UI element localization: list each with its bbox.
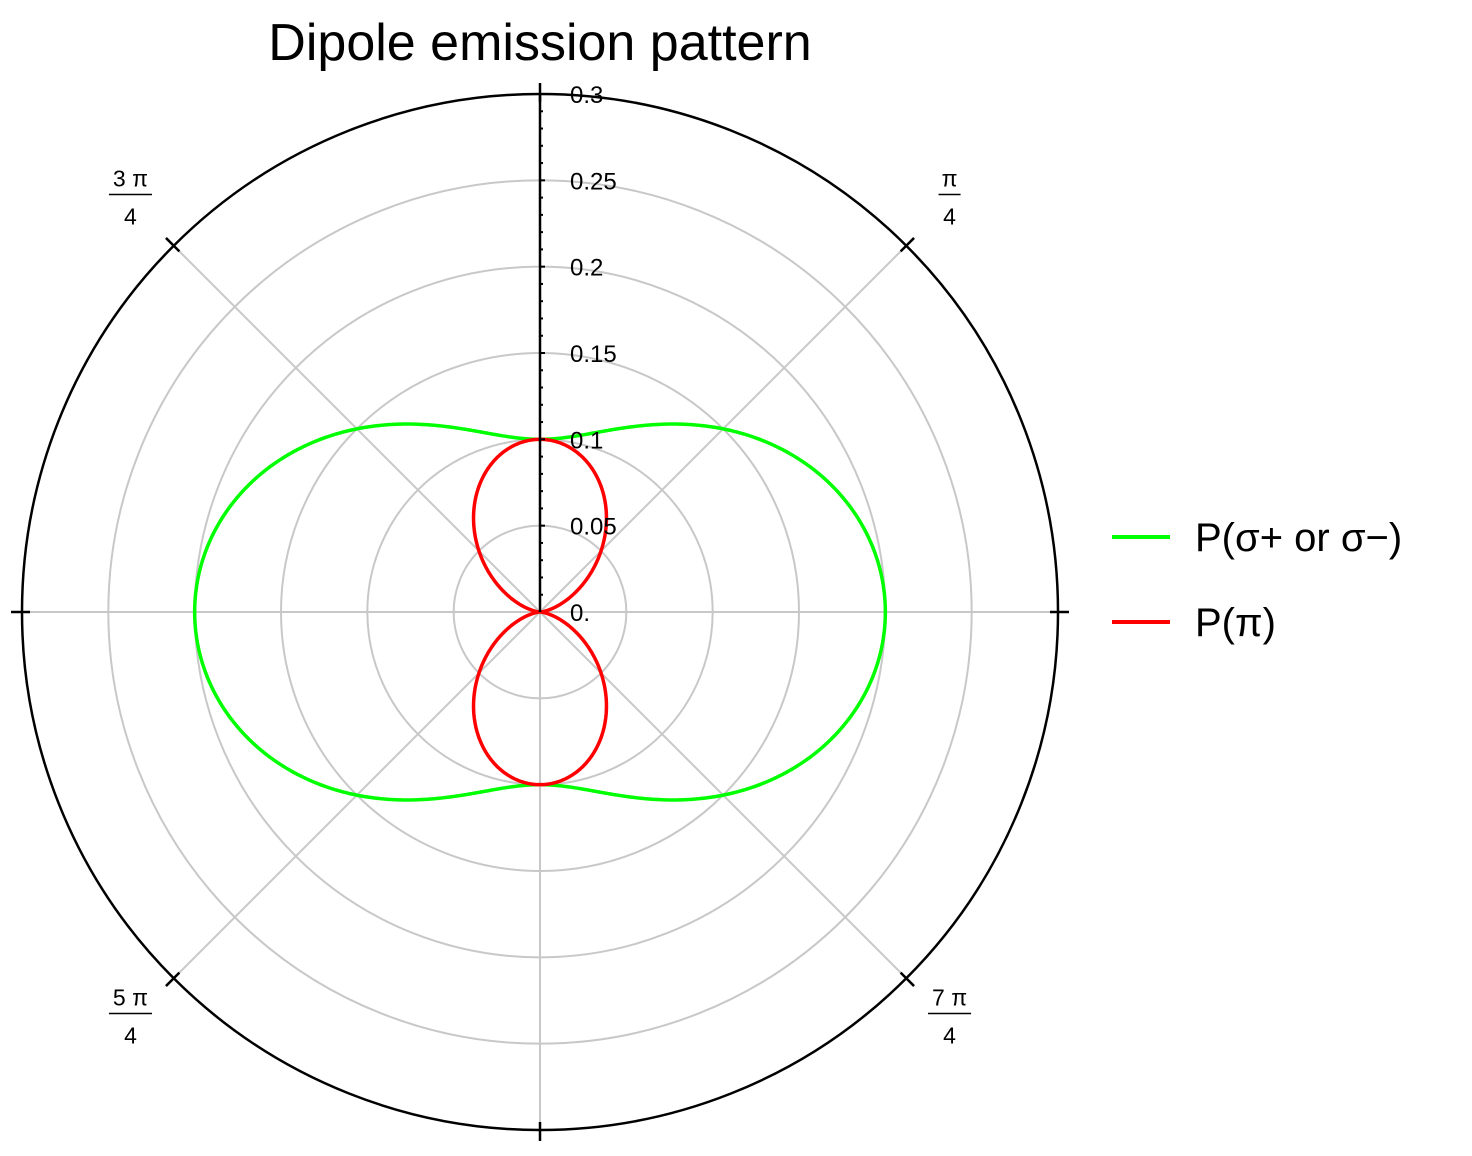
angle-label: π4 [938,165,961,229]
series-line-sigma [192,422,888,802]
angle-label: 7 π4 [928,985,972,1049]
radial-tick-label: 0.05 [570,514,617,541]
angle-label-denominator: 4 [943,1023,956,1049]
legend-item: P(σ+ or σ−) [1112,516,1402,560]
radial-tick-label: 0.15 [570,341,617,368]
radial-tick-label: 0.3 [570,82,603,109]
angular-tick-labels: π43 π45 π47 π4 [108,165,972,1049]
angle-label-numerator: π [942,165,958,191]
radial-axis: 0. 0.05 0.1 0.15 0.2 0.25 0.3 [538,82,617,627]
angle-tick [165,971,181,987]
radial-tick-label: 0. [570,600,590,627]
angle-label-numerator: 3 π [113,165,148,191]
angle-tick [899,971,915,987]
angle-label: 3 π4 [108,165,152,229]
angle-label-denominator: 4 [124,203,137,229]
angle-label-numerator: 5 π [113,985,148,1011]
angle-tick [899,237,915,253]
radial-tick-label: 0.25 [570,168,617,195]
radial-tick-label: 0.1 [570,427,603,454]
legend-item: P(π) [1112,601,1276,645]
chart-title: Dipole emission pattern [268,14,811,72]
legend-label: P(σ+ or σ−) [1195,516,1402,560]
legend: P(σ+ or σ−) P(π) [1112,516,1402,645]
angle-label-numerator: 7 π [932,985,967,1011]
legend-label: P(π) [1195,601,1276,645]
angle-label-denominator: 4 [124,1023,137,1049]
radial-tick-label: 0.2 [570,255,603,282]
angle-tick [165,237,181,253]
angle-label: 5 π4 [108,985,152,1049]
angle-label-denominator: 4 [943,203,956,229]
